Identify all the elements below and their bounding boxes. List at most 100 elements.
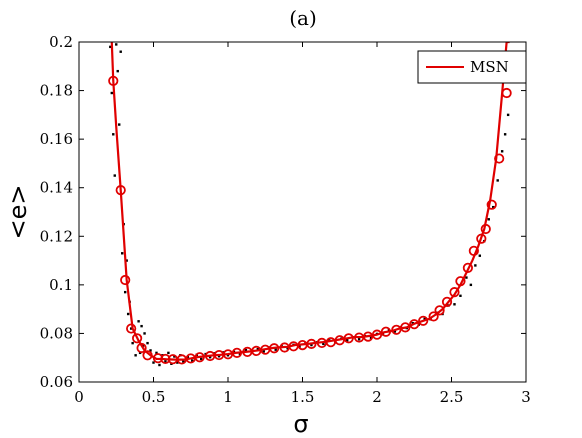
scatter-point	[387, 328, 391, 332]
scatter-point	[469, 283, 473, 287]
series-marker	[449, 287, 460, 298]
series-marker	[391, 324, 402, 335]
series-marker	[362, 331, 374, 342]
scatter-point	[208, 356, 212, 359]
scatter-point	[118, 123, 121, 126]
series-marker	[152, 353, 164, 364]
scatter-point	[173, 355, 176, 358]
scatter-point	[152, 361, 155, 364]
scatter-point	[164, 360, 167, 363]
scatter-point	[167, 351, 170, 355]
scatter-point	[158, 363, 161, 367]
scatter-point	[262, 350, 265, 353]
chart-title: (a)	[289, 6, 317, 30]
scatter-point	[126, 312, 130, 316]
series-marker	[334, 335, 345, 346]
series-marker	[434, 305, 445, 316]
scatter-point	[286, 347, 289, 350]
scatter-point	[112, 133, 115, 136]
scatter-point	[109, 45, 112, 49]
scatter-point	[137, 320, 140, 323]
scatter-point	[357, 338, 361, 341]
scatter-point	[226, 354, 230, 357]
x-axis-label: σ	[293, 410, 308, 438]
y-tick-label: 0.1	[49, 276, 73, 294]
series-marker	[126, 323, 137, 334]
series-line-msn	[110, 42, 510, 361]
x-tick-label: 1	[223, 388, 233, 406]
series-marker	[325, 337, 336, 348]
series-marker	[142, 350, 153, 361]
y-tick-label: 0.12	[40, 227, 73, 245]
scatter-point	[298, 345, 301, 348]
series-marker	[400, 322, 411, 333]
series-marker	[136, 342, 147, 354]
series-marker	[418, 315, 429, 326]
scatter-point	[487, 218, 490, 221]
scatter-point	[131, 341, 134, 345]
series-marker	[120, 274, 131, 286]
series-marker	[380, 326, 392, 337]
scatter-point	[182, 360, 185, 363]
scatter-point	[119, 50, 122, 53]
scatter-point	[496, 179, 499, 182]
scatter-point	[232, 350, 236, 354]
series-marker	[409, 319, 420, 330]
scatter-point	[474, 264, 477, 267]
scatter-point	[141, 344, 145, 347]
scatter-point	[503, 133, 507, 136]
scatter-point	[453, 303, 456, 306]
series-marker	[269, 343, 280, 354]
series-marker	[428, 311, 439, 322]
y-tick-label: 0.06	[40, 373, 73, 391]
series-marker	[108, 75, 119, 86]
scatter-point	[155, 351, 158, 355]
series-marker	[476, 233, 487, 244]
scatter-point	[256, 348, 259, 351]
scatter-point	[191, 359, 194, 362]
series-marker	[486, 199, 497, 210]
y-tick-label: 0.2	[49, 33, 73, 51]
scatter-point	[322, 342, 325, 346]
scatter-point	[116, 69, 119, 73]
scatter-point	[115, 43, 118, 46]
scatter-point	[492, 205, 495, 209]
scatter-point	[310, 343, 313, 347]
x-tick-label: 0	[74, 388, 84, 406]
legend: MSN	[417, 50, 527, 84]
x-tick-label: 0.5	[142, 388, 166, 406]
scatter-point	[346, 339, 349, 342]
x-tick-label: 1.5	[291, 388, 315, 406]
scatter-point	[506, 113, 510, 117]
scatter-point	[149, 349, 152, 352]
y-tick-label: 0.16	[40, 130, 73, 148]
plot-area	[108, 42, 512, 367]
scatter-point	[146, 341, 149, 345]
series-marker	[306, 338, 317, 349]
scatter-point	[140, 324, 143, 328]
x-tick-label: 2	[372, 388, 382, 406]
scatter-point	[199, 357, 203, 361]
series-marker	[468, 245, 479, 256]
legend-label-msn: MSN	[470, 58, 509, 76]
series-marker	[480, 223, 491, 235]
scatter-point	[238, 352, 242, 356]
scatter-point	[110, 91, 113, 95]
series-marker	[132, 333, 143, 344]
scatter-point	[244, 348, 248, 352]
scatter-point	[369, 336, 373, 339]
scatter-point	[176, 361, 179, 364]
axes-box	[78, 41, 527, 383]
scatter-point	[465, 276, 468, 279]
x-tick-label: 2.5	[440, 388, 464, 406]
x-tick-label: 3	[521, 388, 531, 406]
y-tick-label: 0.08	[40, 324, 73, 342]
y-axis-label: <e>	[4, 185, 32, 240]
scatter-point	[129, 327, 133, 330]
series-marker	[343, 333, 354, 344]
scatter-point	[123, 290, 127, 294]
series-marker	[371, 329, 383, 340]
scatter-point	[186, 356, 189, 359]
